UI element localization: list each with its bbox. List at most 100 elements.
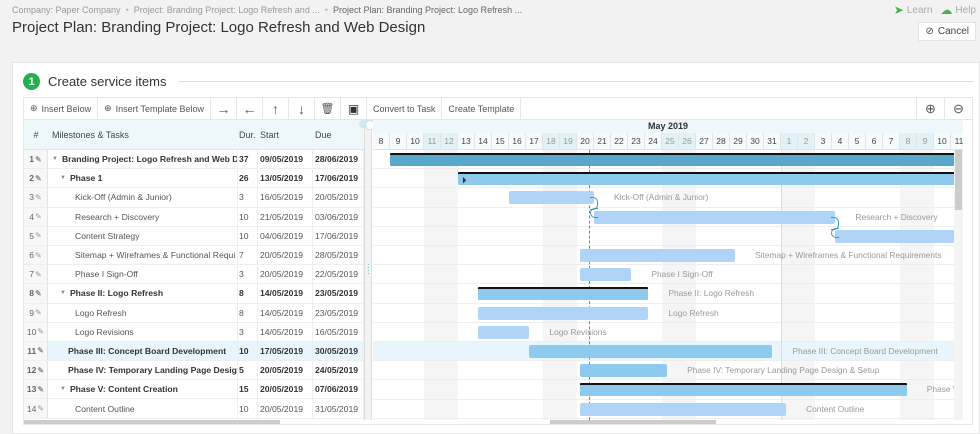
- phase-bar[interactable]: [580, 364, 668, 378]
- due-date-cell[interactable]: 24/05/2019: [313, 361, 364, 380]
- due-date-cell[interactable]: 17/06/2019: [313, 226, 364, 245]
- start-date-cell[interactable]: 04/06/2019: [258, 226, 313, 245]
- start-date-cell[interactable]: 20/05/2019: [258, 265, 313, 284]
- outdent-button[interactable]: ←: [237, 98, 264, 119]
- row-number-cell[interactable]: 6 ✎: [24, 245, 48, 265]
- row-number-cell[interactable]: 9 ✎: [24, 303, 48, 322]
- row-number-cell[interactable]: 1 ✎: [24, 150, 48, 169]
- summary-bar[interactable]: [478, 287, 649, 301]
- edit-pencil-icon[interactable]: ✎: [37, 327, 45, 337]
- start-date-cell[interactable]: 14/05/2019: [258, 303, 313, 322]
- dependency-arrow[interactable]: [831, 227, 840, 238]
- task-bar[interactable]: [580, 249, 736, 262]
- start-date-cell[interactable]: 20/05/2019: [258, 380, 313, 399]
- table-row[interactable]: 14 ✎ Content Outline 10 20/05/2019 31/05/2019: [24, 399, 364, 419]
- start-date-cell[interactable]: 14/05/2019: [258, 322, 313, 341]
- duration-cell[interactable]: 10: [238, 399, 258, 418]
- edit-pencil-icon[interactable]: ✎: [35, 288, 42, 298]
- table-row[interactable]: 3 ✎ Kick-Off (Admin & Junior) 3 16/05/2019 20…: [24, 188, 364, 208]
- row-number-cell[interactable]: 10 ✎: [24, 322, 48, 341]
- grid-horizontal-scrollbar[interactable]: [24, 420, 280, 424]
- vertical-scrollbar[interactable]: [954, 150, 963, 420]
- due-date-cell[interactable]: 31/05/2019: [313, 399, 364, 418]
- task-name-cell[interactable]: Phase IV: Temporary Landing Page Design: [48, 361, 238, 380]
- edit-pencil-icon[interactable]: ✎: [37, 346, 44, 356]
- duration-cell[interactable]: 3: [238, 265, 258, 284]
- row-number-cell[interactable]: 2 ✎: [24, 169, 48, 188]
- edit-pencil-icon[interactable]: ✎: [37, 404, 45, 414]
- start-date-cell[interactable]: 17/05/2019: [258, 341, 313, 361]
- row-number-cell[interactable]: 5 ✎: [24, 226, 48, 245]
- table-row[interactable]: 9 ✎ Logo Refresh 8 14/05/2019 23/05/2019: [24, 303, 364, 323]
- phase-bar[interactable]: [529, 345, 773, 358]
- table-row[interactable]: 8 ✎ ▼ Phase II: Logo Refresh 8 14/05/2019 23/0…: [24, 284, 364, 304]
- task-bar[interactable]: [478, 306, 649, 320]
- task-name-cell[interactable]: Logo Revisions: [48, 322, 238, 341]
- collapse-caret-icon[interactable]: ▼: [60, 386, 66, 393]
- duration-cell[interactable]: 37: [238, 150, 258, 169]
- start-date-cell[interactable]: 20/05/2019: [258, 245, 313, 265]
- duration-cell[interactable]: 10: [238, 207, 258, 226]
- gantt-horizontal-scrollbar[interactable]: [550, 420, 716, 424]
- task-name-cell[interactable]: ▼ Phase 1: [48, 169, 238, 188]
- edit-pencil-icon[interactable]: ✎: [35, 308, 42, 318]
- table-row[interactable]: 6 ✎ Sitemap + Wireframes & Functional Requ…: [24, 245, 364, 266]
- due-date-cell[interactable]: 23/05/2019: [313, 303, 364, 322]
- task-bar[interactable]: [835, 229, 963, 243]
- collapse-caret-icon[interactable]: ▼: [60, 175, 66, 182]
- export-pdf-button[interactable]: ▣: [341, 98, 368, 119]
- due-date-cell[interactable]: 03/06/2019: [313, 207, 364, 226]
- start-date-cell[interactable]: 16/05/2019: [258, 188, 313, 207]
- insert-template-below-button[interactable]: ⊕ Insert Template Below: [98, 98, 212, 119]
- duration-cell[interactable]: 3: [238, 322, 258, 341]
- project-bar[interactable]: [390, 153, 963, 166]
- summary-bar[interactable]: [580, 383, 907, 397]
- move-up-button[interactable]: ↑: [263, 98, 290, 119]
- edit-pencil-icon[interactable]: ✎: [35, 154, 42, 164]
- header-name[interactable]: Milestones & Tasks: [52, 129, 129, 140]
- task-bar[interactable]: [594, 210, 836, 224]
- task-name-cell[interactable]: Phase III: Concept Board Development: [48, 341, 238, 361]
- table-row[interactable]: 13 ✎ ▼ Phase V: Content Creation 15 20/05/201…: [24, 380, 364, 400]
- table-row[interactable]: 12 ✎ Phase IV: Temporary Landing Page Desi…: [24, 361, 364, 381]
- duration-cell[interactable]: 10: [238, 226, 258, 245]
- task-bar[interactable]: [580, 402, 787, 416]
- row-number-cell[interactable]: 4 ✎: [24, 207, 48, 226]
- edit-pencil-icon[interactable]: ✎: [35, 173, 42, 183]
- task-name-cell[interactable]: Content Strategy: [48, 226, 238, 245]
- duration-cell[interactable]: 8: [238, 303, 258, 322]
- due-date-cell[interactable]: 23/05/2019: [313, 284, 364, 303]
- task-name-cell[interactable]: Research + Discovery: [48, 207, 238, 226]
- edit-pencil-icon[interactable]: ✎: [35, 250, 42, 260]
- edit-pencil-icon[interactable]: ✎: [35, 212, 42, 222]
- start-date-cell[interactable]: 21/05/2019: [258, 207, 313, 226]
- due-date-cell[interactable]: 28/05/2019: [313, 245, 364, 265]
- summary-bar[interactable]: ⏵: [458, 172, 963, 186]
- edit-pencil-icon[interactable]: ✎: [35, 192, 42, 202]
- table-row[interactable]: 4 ✎ Research + Discovery 10 21/05/2019 03/06/…: [24, 207, 364, 227]
- vertical-scrollbar-thumb[interactable]: [955, 150, 962, 210]
- row-number-cell[interactable]: 3 ✎: [24, 188, 48, 207]
- move-down-button[interactable]: ↓: [289, 98, 316, 119]
- due-date-cell[interactable]: 22/05/2019: [313, 265, 364, 284]
- table-row[interactable]: 5 ✎ Content Strategy 10 04/06/2019 17/06/2019: [24, 226, 364, 246]
- due-date-cell[interactable]: 17/06/2019: [313, 169, 364, 188]
- task-name-cell[interactable]: Phase I Sign-Off: [48, 265, 238, 284]
- task-bar[interactable]: [580, 268, 632, 282]
- row-number-cell[interactable]: 11 ✎: [24, 341, 48, 361]
- due-date-cell[interactable]: 16/05/2019: [313, 322, 364, 341]
- start-date-cell[interactable]: 20/05/2019: [258, 361, 313, 380]
- breadcrumb-project[interactable]: Project: Branding Project: Logo Refresh …: [133, 5, 320, 15]
- edit-pencil-icon[interactable]: ✎: [35, 269, 42, 279]
- due-date-cell[interactable]: 28/06/2019: [313, 150, 364, 169]
- duration-cell[interactable]: 3: [238, 188, 258, 207]
- task-name-cell[interactable]: Logo Refresh: [48, 303, 238, 322]
- task-name-cell[interactable]: Sitemap + Wireframes & Functional Requi: [48, 245, 238, 265]
- task-name-cell[interactable]: ▼ Phase V: Content Creation: [48, 380, 238, 399]
- task-bar[interactable]: [509, 191, 594, 205]
- collapse-caret-icon[interactable]: ▼: [52, 156, 58, 163]
- duration-cell[interactable]: 26: [238, 169, 258, 188]
- task-name-cell[interactable]: Kick-Off (Admin & Junior): [48, 188, 238, 207]
- zoom-out-button[interactable]: ⊖: [944, 98, 972, 119]
- due-date-cell[interactable]: 07/06/2019: [313, 380, 364, 399]
